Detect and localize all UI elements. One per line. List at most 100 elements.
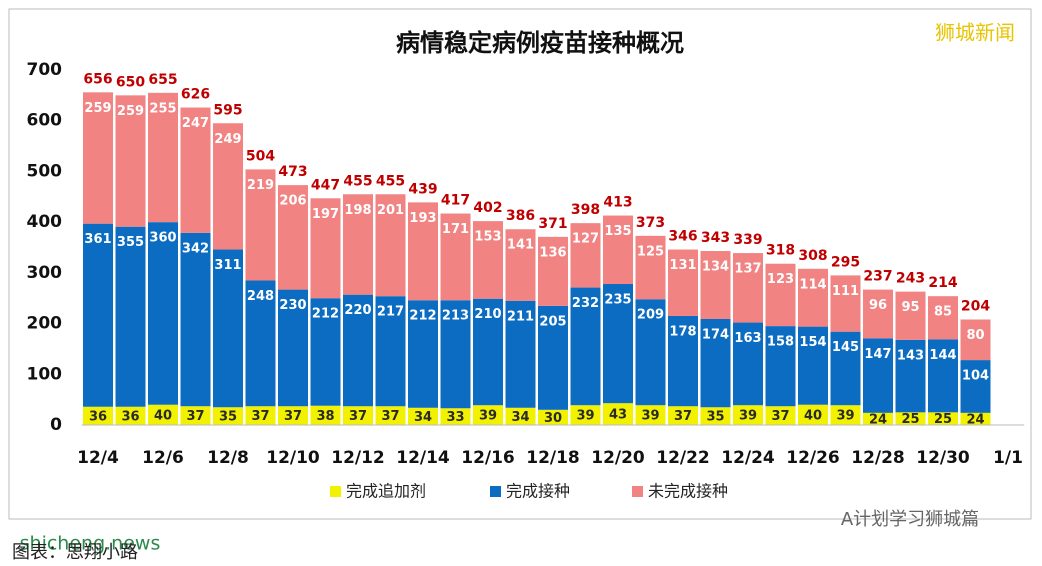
total-label: 656 — [83, 71, 112, 87]
segment-label: 125 — [637, 244, 664, 259]
brand: 狮城新闻 — [935, 21, 1015, 45]
site-mark: shicheng.news — [20, 533, 161, 555]
total-label: 373 — [636, 215, 665, 231]
segment-label: 127 — [572, 232, 599, 247]
y-tick-label: 200 — [27, 314, 63, 334]
x-tick-label: 12/22 — [656, 448, 710, 468]
bar-segment — [245, 169, 276, 281]
segment-label: 247 — [182, 116, 209, 131]
chart-title: 病情稳定病例疫苗接种概况 — [396, 29, 684, 57]
y-tick-label: 600 — [27, 111, 63, 131]
segment-label: 131 — [669, 258, 696, 273]
total-label: 413 — [603, 195, 632, 211]
total-label: 455 — [376, 173, 405, 189]
total-label: 371 — [538, 216, 567, 232]
segment-label: 36 — [121, 409, 139, 424]
segment-label: 39 — [479, 409, 497, 424]
total-label: 455 — [343, 173, 372, 189]
caption: 图表：思翔小路 — [12, 542, 138, 563]
segment-label: 24 — [966, 412, 984, 427]
bar-segment — [830, 275, 861, 332]
segment-label: 163 — [734, 331, 761, 346]
bar-segment — [733, 405, 763, 425]
bar-segment — [928, 412, 958, 425]
segment-label: 145 — [832, 340, 859, 355]
bar-segment — [505, 300, 536, 408]
segment-label: 209 — [637, 308, 664, 323]
total-label: 308 — [798, 248, 827, 264]
x-tick-label: 12/30 — [916, 448, 970, 468]
bar-segment — [278, 289, 308, 407]
bar-segment — [960, 412, 991, 425]
bar-segment — [148, 92, 178, 223]
bar-segment — [928, 339, 958, 413]
segment-label: 158 — [767, 335, 794, 350]
segment-label: 33 — [446, 410, 464, 425]
bar-segment — [960, 360, 991, 413]
segment-label: 212 — [312, 307, 339, 322]
total-label: 417 — [441, 193, 470, 209]
x-tick-label: 1/1 — [993, 448, 1023, 468]
y-tick-label: 0 — [50, 415, 62, 435]
bar-segment — [148, 404, 178, 425]
total-label: 447 — [311, 177, 340, 193]
bar-segment — [668, 406, 698, 425]
x-tick-label: 12/26 — [786, 448, 840, 468]
bar-segment — [895, 291, 926, 340]
total-label: 473 — [278, 164, 307, 180]
bar-segment — [765, 406, 796, 425]
bar-segment — [830, 331, 861, 406]
legend-swatch — [632, 486, 643, 497]
segment-label: 37 — [349, 409, 367, 424]
bar-segment — [733, 322, 763, 406]
bar-segment — [245, 280, 276, 407]
bar-segment — [473, 298, 503, 406]
total-label: 295 — [831, 254, 860, 270]
bar-segment — [570, 405, 601, 425]
bar-segment — [570, 287, 601, 406]
bar-segment — [408, 407, 438, 425]
segment-label: 137 — [734, 262, 761, 277]
segment-label: 205 — [539, 314, 566, 329]
total-label: 243 — [896, 271, 925, 287]
y-tick-label: 100 — [27, 364, 63, 384]
bar-segment — [895, 339, 926, 413]
segment-label: 37 — [381, 409, 399, 424]
bar-segment — [505, 407, 536, 425]
total-label: 504 — [246, 148, 275, 164]
segment-label: 40 — [804, 408, 822, 423]
segment-label: 24 — [869, 412, 887, 427]
segment-label: 34 — [414, 410, 432, 425]
bar-segment — [278, 406, 308, 425]
bar-segment — [440, 213, 471, 301]
bar-segment — [375, 296, 406, 407]
x-tick-label: 12/6 — [142, 448, 184, 468]
segment-label: 259 — [84, 101, 111, 116]
bar-segment — [798, 268, 828, 327]
segment-label: 211 — [507, 309, 534, 324]
segment-label: 144 — [929, 348, 956, 363]
segment-label: 37 — [251, 409, 269, 424]
segment-label: 355 — [117, 235, 144, 250]
total-label: 346 — [668, 229, 697, 245]
x-tick-label: 12/24 — [721, 448, 775, 468]
segment-label: 235 — [604, 293, 631, 308]
total-label: 398 — [571, 202, 600, 218]
total-label: 439 — [408, 181, 437, 197]
segment-label: 210 — [474, 307, 501, 322]
segment-label: 193 — [409, 211, 436, 226]
segment-label: 220 — [344, 303, 371, 318]
bar-segment — [440, 408, 471, 425]
bar-segment — [440, 300, 471, 409]
bar-segment — [570, 223, 601, 288]
bar-segment — [310, 198, 341, 299]
bar-segment — [83, 223, 113, 407]
bar-segment — [603, 215, 633, 285]
segment-label: 25 — [901, 412, 919, 427]
bar-segment — [830, 405, 861, 425]
legend-label: 未完成接种 — [648, 482, 728, 501]
bar-segment — [635, 235, 666, 300]
segment-label: 38 — [316, 409, 334, 424]
bar-segment — [895, 412, 926, 425]
